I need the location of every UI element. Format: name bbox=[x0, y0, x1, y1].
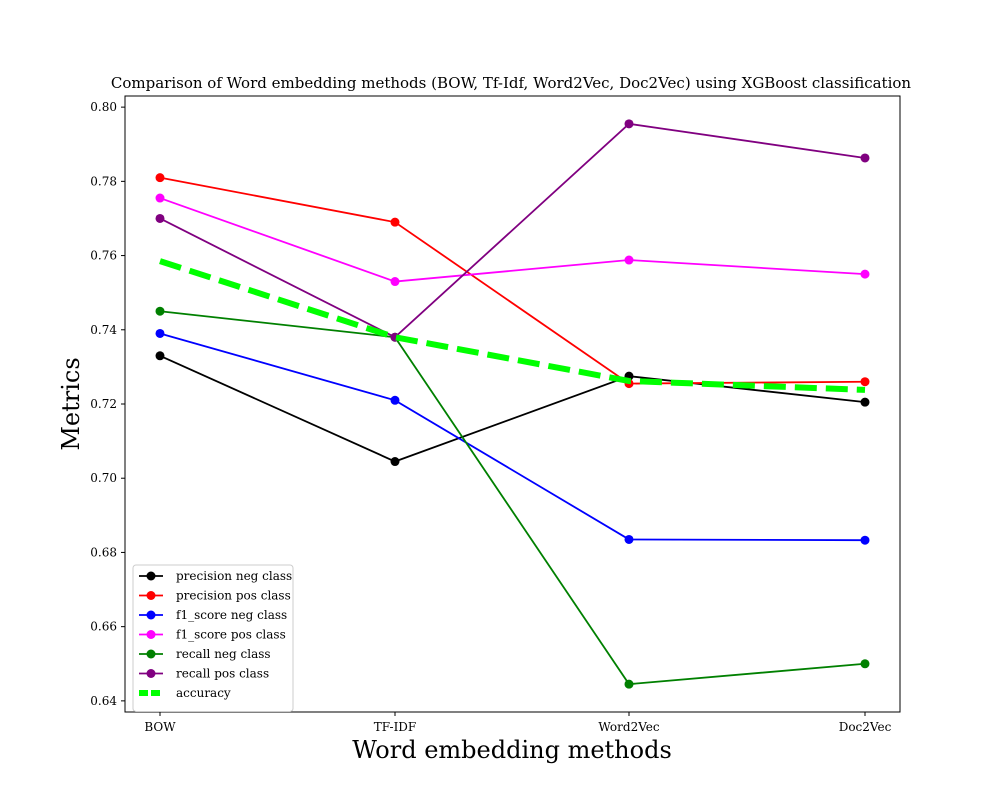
x-axis: BOW TF-IDF Word2Vec Doc2Vec bbox=[144, 712, 892, 734]
data-point bbox=[860, 269, 870, 279]
data-point bbox=[624, 119, 634, 129]
data-point bbox=[155, 351, 165, 361]
legend-label: f1_score pos class bbox=[176, 628, 286, 642]
chart-title: Comparison of Word embedding methods (BO… bbox=[111, 74, 912, 92]
data-point bbox=[390, 457, 400, 467]
legend-label: accuracy bbox=[176, 686, 231, 700]
series-line bbox=[159, 197, 866, 283]
y-tick-label: 0.80 bbox=[90, 100, 117, 114]
legend: precision neg class precision pos class f1… bbox=[132, 564, 294, 712]
legend-marker bbox=[146, 630, 156, 639]
legend-item: f1_score neg class bbox=[139, 608, 287, 622]
series-line bbox=[159, 354, 866, 463]
legend-label: recall pos class bbox=[176, 667, 269, 681]
series-line bbox=[159, 310, 866, 686]
legend-box bbox=[132, 564, 294, 712]
y-axis: 0.64 0.66 0.68 0.70 0.72 0.74 0.76 0.78 0.80 bbox=[90, 100, 125, 708]
legend-label: f1_score neg class bbox=[176, 608, 287, 622]
data-point bbox=[155, 193, 165, 203]
y-tick-label: 0.72 bbox=[90, 397, 117, 411]
x-tick-label: Doc2Vec bbox=[839, 720, 892, 734]
legend-item: f1_score pos class bbox=[139, 628, 286, 642]
data-point bbox=[860, 377, 870, 387]
legend-marker bbox=[146, 669, 156, 678]
legend-label: precision neg class bbox=[176, 569, 292, 583]
data-point bbox=[390, 277, 400, 287]
series-line bbox=[159, 258, 866, 393]
data-point bbox=[860, 153, 870, 163]
data-point bbox=[624, 534, 634, 544]
data-point bbox=[390, 395, 400, 405]
legend-marker bbox=[146, 610, 156, 620]
x-tick-label: Word2Vec bbox=[598, 720, 659, 734]
y-tick-label: 0.78 bbox=[90, 174, 117, 188]
series-line bbox=[159, 332, 866, 542]
data-point bbox=[860, 397, 870, 407]
y-tick-label: 0.66 bbox=[90, 620, 117, 634]
legend-marker bbox=[146, 571, 156, 581]
legend-item: precision pos class bbox=[139, 589, 291, 603]
data-point bbox=[155, 213, 165, 223]
series-accuracy bbox=[159, 258, 866, 393]
legend-item: accuracy bbox=[139, 686, 231, 700]
series-f1-score-pos-class bbox=[155, 193, 870, 287]
series-f1-score-neg-class bbox=[155, 328, 870, 545]
data-point bbox=[860, 535, 870, 545]
legend-marker bbox=[146, 591, 156, 600]
y-tick-label: 0.64 bbox=[90, 694, 117, 708]
legend-label: recall neg class bbox=[176, 647, 271, 661]
legend-label: precision pos class bbox=[176, 589, 291, 603]
x-tick-label: TF-IDF bbox=[374, 720, 417, 734]
data-point bbox=[155, 328, 165, 338]
data-point bbox=[624, 255, 634, 265]
series-layer bbox=[155, 119, 870, 689]
x-tick-label: BOW bbox=[144, 720, 176, 734]
data-point bbox=[860, 659, 870, 669]
y-tick-label: 0.74 bbox=[90, 323, 117, 337]
data-point bbox=[390, 217, 400, 227]
series-line bbox=[159, 122, 866, 339]
legend-item: precision neg class bbox=[139, 569, 292, 583]
y-tick-label: 0.76 bbox=[90, 249, 117, 263]
x-axis-label: Word embedding methods bbox=[352, 736, 672, 764]
legend-marker bbox=[146, 649, 156, 659]
data-point bbox=[155, 173, 165, 183]
y-tick-label: 0.70 bbox=[90, 471, 117, 485]
legend-item: recall neg class bbox=[139, 647, 271, 661]
y-axis-label: Metrics bbox=[57, 357, 85, 450]
data-point bbox=[155, 306, 165, 316]
y-tick-label: 0.68 bbox=[90, 545, 117, 559]
legend-item: recall pos class bbox=[139, 667, 269, 681]
data-point bbox=[624, 679, 634, 689]
